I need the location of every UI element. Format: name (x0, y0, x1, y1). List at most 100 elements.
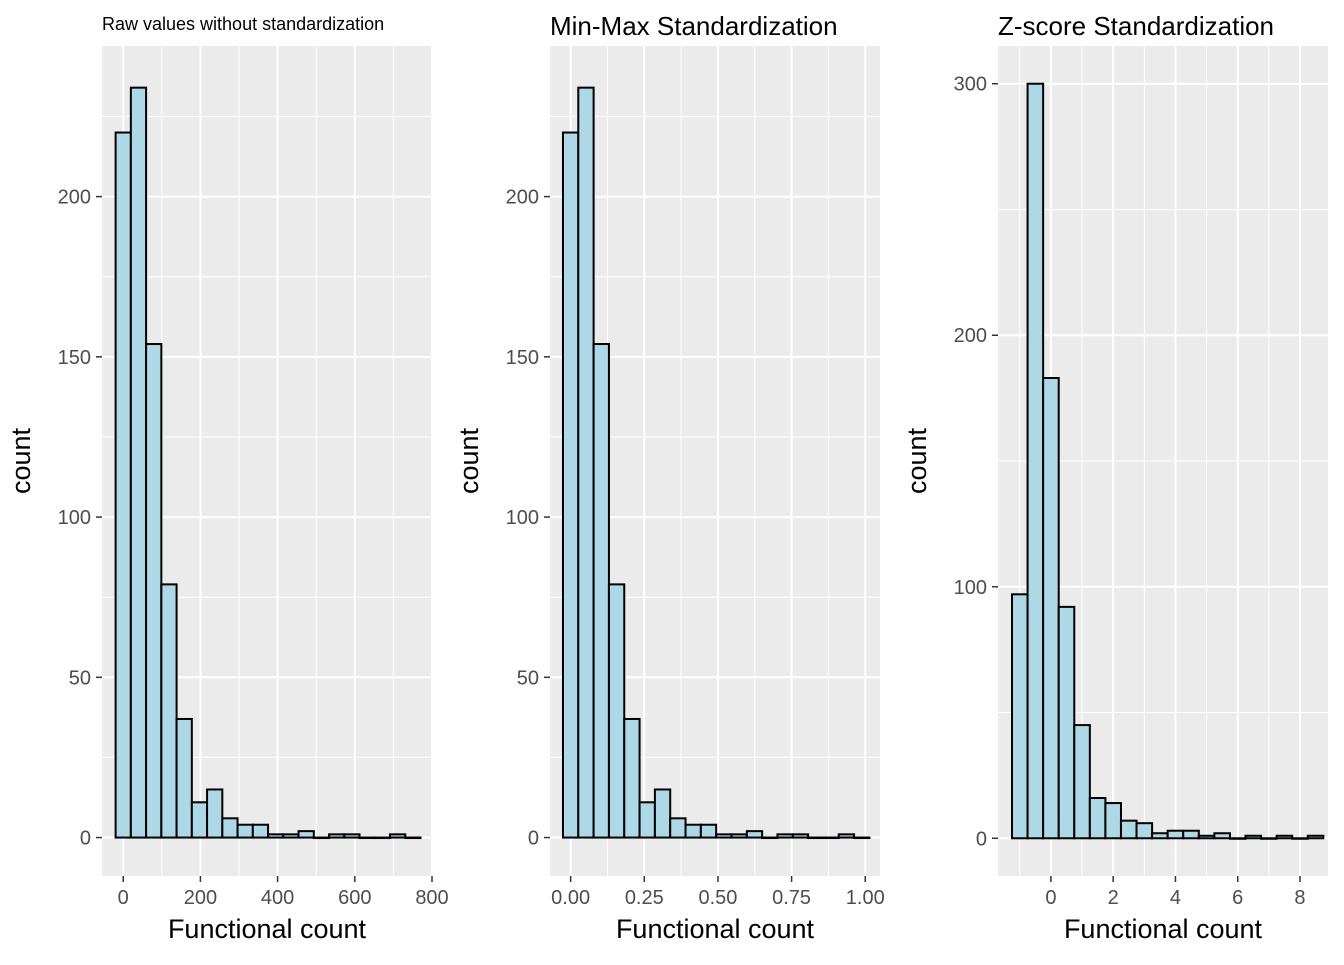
histogram-bar (1306, 834, 1325, 840)
panel-title: Min-Max Standardization (550, 11, 838, 41)
y-axis-title: count (454, 427, 484, 494)
histogram-bar (236, 823, 254, 839)
x-tick-label: 8 (1294, 887, 1305, 909)
panel-title: Raw values without standardization (102, 14, 384, 34)
histogram-bar (1073, 724, 1091, 840)
y-tick-label: 200 (954, 325, 987, 347)
histogram-bar (389, 833, 407, 839)
histogram-bar (791, 833, 810, 839)
y-tick-label: 100 (58, 507, 91, 529)
histogram-bar (282, 833, 300, 839)
histogram-bar (221, 817, 239, 839)
histogram-bar (175, 717, 193, 839)
histogram-bar (297, 830, 315, 839)
histogram-bar (837, 833, 856, 839)
histogram-bar (776, 833, 794, 839)
histogram-bar (1135, 822, 1154, 840)
panel-raw-values: 0 50 100 150 200 0 200 400 600 800 Functional coun… (6, 14, 449, 944)
histogram-bar (206, 788, 224, 839)
histogram-bar (592, 343, 610, 839)
histogram-bar (328, 833, 346, 839)
panel-z-score: 0 100 200 300 0 2 4 6 8 Functional count count Z-sc… (902, 11, 1328, 944)
histogram-bar (114, 131, 132, 839)
histogram-bar (761, 836, 779, 840)
x-tick-label: 0.50 (698, 887, 737, 909)
histogram-bar (1011, 593, 1029, 840)
y-tick-label: 100 (954, 577, 987, 599)
histogram-bar (373, 836, 392, 840)
histogram-bar (1244, 834, 1263, 840)
y-tick-label: 150 (58, 347, 91, 369)
histogram-bar (1104, 802, 1122, 840)
histogram-bar (1291, 837, 1309, 840)
histogram-bar (1151, 832, 1169, 840)
y-tick-label: 150 (506, 347, 539, 369)
histogram-bar (623, 717, 641, 839)
histogram-bar (358, 836, 376, 840)
x-tick-label: 0 (1045, 887, 1056, 909)
y-tick-label: 200 (58, 187, 91, 209)
histogram-bar (822, 836, 840, 840)
x-tick-label: 800 (415, 887, 448, 909)
x-tick-label: 200 (184, 887, 217, 909)
histogram-bar (1057, 605, 1076, 840)
x-tick-label: 4 (1170, 887, 1181, 909)
x-tick-label: 1.00 (846, 887, 885, 909)
histogram-bar (807, 836, 825, 840)
panel-title: Z-score Standardization (998, 11, 1274, 41)
histogram-bar (129, 86, 148, 839)
x-axis-title: Functional count (1064, 914, 1263, 944)
x-tick-label: 2 (1108, 887, 1119, 909)
histogram-bar (1228, 837, 1247, 840)
x-tick-label: 0.75 (772, 887, 811, 909)
histogram-bar (1042, 377, 1060, 840)
histogram-bar (577, 86, 595, 839)
y-tick-label: 300 (954, 74, 987, 96)
x-tick-label: 0 (118, 887, 129, 909)
x-tick-label: 6 (1232, 887, 1243, 909)
histogram-bar (267, 833, 285, 839)
y-axis-title: count (902, 427, 932, 494)
histogram-bar (404, 836, 422, 840)
x-tick-label: 600 (338, 887, 371, 909)
histogram-bar (1260, 837, 1278, 840)
y-tick-label: 0 (528, 828, 539, 850)
y-tick-label: 50 (517, 667, 539, 689)
histogram-bar (1026, 82, 1045, 840)
histogram-bar (190, 801, 209, 839)
y-axis-title: count (6, 427, 36, 494)
histogram-bar (343, 833, 361, 839)
x-axis-title: Functional count (616, 914, 815, 944)
histogram-bar (715, 833, 733, 839)
histogram-bar (669, 817, 687, 839)
y-tick-label: 100 (506, 507, 539, 529)
histogram-bar (745, 830, 764, 839)
histogram-bar (1213, 832, 1231, 840)
histogram-bar (312, 836, 331, 840)
histogram-bar (1088, 797, 1107, 840)
x-tick-label: 0.25 (625, 887, 664, 909)
histogram-bar (160, 583, 178, 839)
y-tick-label: 0 (976, 828, 987, 850)
histogram-bar (653, 788, 672, 839)
histogram-bar (684, 823, 702, 839)
histogram-bar (638, 801, 656, 839)
histogram-bar (1197, 834, 1216, 840)
histogram-bar (561, 131, 580, 839)
x-tick-label: 400 (261, 887, 294, 909)
histogram-bar (1182, 829, 1200, 840)
y-tick-label: 50 (69, 667, 91, 689)
histogram-bar (1275, 834, 1294, 840)
x-axis-title: Functional count (168, 914, 367, 944)
y-tick-label: 200 (506, 187, 539, 209)
panel-min-max: 0 50 100 150 200 0.00 0.25 0.50 0.75 1.00 Function… (454, 11, 885, 944)
histogram-bar (853, 836, 871, 840)
y-tick-label: 0 (80, 828, 91, 850)
histogram-bar (251, 823, 270, 839)
histogram-bar (699, 823, 718, 839)
histogram-bar (1119, 819, 1138, 840)
histogram-bar (145, 343, 163, 839)
histogram-bar (607, 583, 626, 839)
